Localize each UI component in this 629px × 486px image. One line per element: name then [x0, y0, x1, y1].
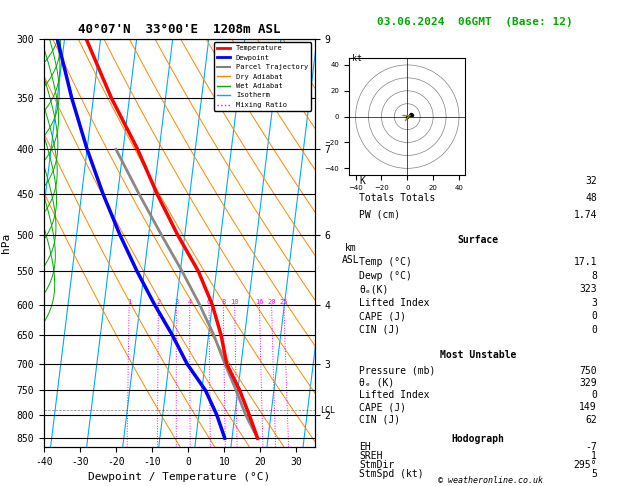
Text: Dewp (°C): Dewp (°C) — [359, 271, 412, 280]
Text: StmSpd (kt): StmSpd (kt) — [359, 469, 424, 479]
Text: 4: 4 — [187, 299, 192, 305]
Text: Lifted Index: Lifted Index — [359, 298, 430, 308]
Text: 0: 0 — [591, 390, 597, 400]
Text: 48: 48 — [585, 193, 597, 203]
Text: 62: 62 — [585, 415, 597, 425]
Text: 295°: 295° — [574, 460, 597, 470]
Text: -7: -7 — [585, 442, 597, 452]
Text: θₑ (K): θₑ (K) — [359, 378, 394, 388]
Text: 2: 2 — [156, 299, 160, 305]
Text: CIN (J): CIN (J) — [359, 325, 400, 335]
Text: SREH: SREH — [359, 451, 382, 461]
Text: Temp (°C): Temp (°C) — [359, 257, 412, 267]
Text: PW (cm): PW (cm) — [359, 209, 400, 220]
Y-axis label: km
ASL: km ASL — [342, 243, 360, 264]
Text: CAPE (J): CAPE (J) — [359, 312, 406, 321]
Text: 20: 20 — [267, 299, 276, 305]
Y-axis label: hPa: hPa — [1, 233, 11, 253]
Text: 329: 329 — [579, 378, 597, 388]
Text: 1: 1 — [591, 451, 597, 461]
Text: 03.06.2024  06GMT  (Base: 12): 03.06.2024 06GMT (Base: 12) — [377, 17, 573, 27]
Text: K: K — [359, 176, 365, 186]
Text: 149: 149 — [579, 402, 597, 412]
Text: CIN (J): CIN (J) — [359, 415, 400, 425]
Text: Surface: Surface — [457, 235, 499, 245]
Text: kt: kt — [352, 54, 362, 63]
Text: 8: 8 — [591, 271, 597, 280]
Text: 6: 6 — [207, 299, 211, 305]
Text: 0: 0 — [591, 312, 597, 321]
Text: © weatheronline.co.uk: © weatheronline.co.uk — [438, 476, 543, 485]
Text: 3: 3 — [591, 298, 597, 308]
Text: 10: 10 — [230, 299, 239, 305]
Text: Lifted Index: Lifted Index — [359, 390, 430, 400]
Text: 8: 8 — [221, 299, 226, 305]
Text: Totals Totals: Totals Totals — [359, 193, 435, 203]
Text: Hodograph: Hodograph — [452, 434, 504, 444]
Title: 40°07'N  33°00'E  1208m ASL: 40°07'N 33°00'E 1208m ASL — [78, 23, 281, 36]
Text: Most Unstable: Most Unstable — [440, 349, 516, 360]
Text: 1.74: 1.74 — [574, 209, 597, 220]
Text: CAPE (J): CAPE (J) — [359, 402, 406, 412]
X-axis label: Dewpoint / Temperature (°C): Dewpoint / Temperature (°C) — [88, 472, 270, 483]
Text: EH: EH — [359, 442, 371, 452]
Text: LCL: LCL — [320, 406, 335, 415]
Text: 5: 5 — [591, 469, 597, 479]
Text: 3: 3 — [174, 299, 179, 305]
Text: 17.1: 17.1 — [574, 257, 597, 267]
Text: StmDir: StmDir — [359, 460, 394, 470]
Text: 16: 16 — [255, 299, 264, 305]
Text: 1: 1 — [127, 299, 131, 305]
Text: 0: 0 — [591, 325, 597, 335]
Text: θₑ(K): θₑ(K) — [359, 284, 389, 294]
Text: Pressure (mb): Pressure (mb) — [359, 365, 435, 376]
Text: 323: 323 — [579, 284, 597, 294]
Text: 750: 750 — [579, 365, 597, 376]
Text: 32: 32 — [585, 176, 597, 186]
Legend: Temperature, Dewpoint, Parcel Trajectory, Dry Adiabat, Wet Adiabat, Isotherm, Mi: Temperature, Dewpoint, Parcel Trajectory… — [214, 42, 311, 111]
Text: 25: 25 — [280, 299, 288, 305]
